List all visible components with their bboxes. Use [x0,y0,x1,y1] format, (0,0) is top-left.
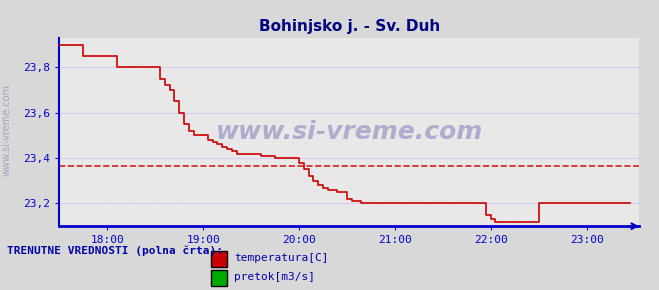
Text: TRENUTNE VREDNOSTI (polna črta):: TRENUTNE VREDNOSTI (polna črta): [7,246,223,256]
Text: www.si-vreme.com: www.si-vreme.com [215,120,483,144]
Text: pretok[m3/s]: pretok[m3/s] [234,272,315,282]
Title: Bohinjsko j. - Sv. Duh: Bohinjsko j. - Sv. Duh [258,19,440,34]
FancyBboxPatch shape [211,270,227,286]
Text: temperatura[C]: temperatura[C] [234,253,328,263]
Text: www.si-vreme.com: www.si-vreme.com [1,84,12,177]
FancyBboxPatch shape [211,251,227,267]
